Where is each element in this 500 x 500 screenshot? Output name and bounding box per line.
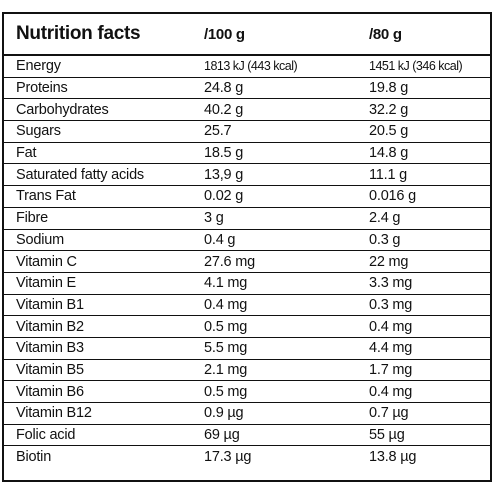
value-per-100g: 0.9 µg <box>202 402 367 425</box>
table-row: Vitamin B1 0.4 mg 0.3 mg <box>4 294 490 317</box>
nutrient-name: Vitamin B2 <box>4 315 202 338</box>
table-row: Energy 1813 kJ (443 kcal) 1451 kJ (346 kca… <box>4 55 490 78</box>
nutrient-name: Fibre <box>4 207 202 230</box>
value-per-100g: 4.1 mg <box>202 272 367 295</box>
value-per-100g: 0.4 mg <box>202 294 367 317</box>
value-per-80g: 0.016 g <box>367 185 490 208</box>
value-per-100g: 2.1 mg <box>202 359 367 382</box>
value-per-80g: 20.5 g <box>367 120 490 143</box>
column-header-per-100g: /100 g <box>202 14 367 56</box>
value-per-100g: 5.5 mg <box>202 337 367 360</box>
value-per-100g: 18.5 g <box>202 142 367 165</box>
value-per-100g: 0.5 mg <box>202 380 367 403</box>
table-row: Saturated fatty acids 13,9 g 11.1 g <box>4 163 490 187</box>
table-row: Trans Fat 0.02 g 0.016 g <box>4 185 490 208</box>
nutrient-name: Trans Fat <box>4 185 202 208</box>
value-per-80g: 0.3 mg <box>367 294 490 317</box>
value-per-100g: 17.3 µg <box>204 448 252 465</box>
table-row: Sugars 25.7 20.5 g <box>4 120 490 143</box>
nutrient-name: Vitamin B6 <box>4 380 202 403</box>
nutrient-name: Biotin <box>16 448 52 465</box>
nutrient-name: Sugars <box>4 120 202 143</box>
value-per-100g: 3 g <box>202 207 367 230</box>
nutrient-name: Fat <box>4 142 202 165</box>
value-per-80g: 0.4 mg <box>367 315 490 338</box>
table-body: Energy 1813 kJ (443 kcal) 1451 kJ (346 kca… <box>4 55 490 467</box>
nutrient-name: Vitamin B12 <box>4 402 202 425</box>
nutrient-name: Sodium <box>4 229 202 252</box>
table-row: Vitamin E 4.1 mg 3.3 mg <box>4 272 490 295</box>
value-per-80g: 14.8 g <box>367 142 490 165</box>
value-per-100g: 0.5 mg <box>202 315 367 338</box>
table-row: Folic acid 69 µg 55 µg <box>4 424 490 447</box>
value-per-80g: 32.2 g <box>367 98 490 122</box>
nutrient-name: Vitamin B3 <box>4 337 202 360</box>
table-row: Vitamin C 27.6 mg 22 mg <box>4 250 490 273</box>
value-per-80g: 4.4 mg <box>367 337 490 360</box>
value-per-100g: 24.8 g <box>202 77 367 100</box>
value-per-100g: 25.7 <box>202 120 367 143</box>
table-row: Fibre 3 g 2.4 g <box>4 207 490 230</box>
value-per-100g: 40.2 g <box>202 98 367 122</box>
table-row: Biotin 17.3 µg 13.8 µg <box>4 446 490 467</box>
table-row: Vitamin B3 5.5 mg 4.4 mg <box>4 337 490 360</box>
value-per-80g: 19.8 g <box>367 77 490 100</box>
nutrient-name: Vitamin C <box>4 250 202 273</box>
table-header-row: Nutrition facts /100 g /80 g <box>4 14 490 56</box>
table-row: Sodium 0.4 g 0.3 g <box>4 229 490 252</box>
value-per-80g: 11.1 g <box>367 163 490 187</box>
nutrient-name: Saturated fatty acids <box>4 163 202 187</box>
table-row: Vitamin B2 0.5 mg 0.4 mg <box>4 315 490 338</box>
nutrient-name: Carbohydrates <box>4 98 202 122</box>
value-per-80g: 55 µg <box>367 424 490 447</box>
value-per-100g: 0.4 g <box>202 229 367 252</box>
value-per-100g: 0.02 g <box>202 185 367 208</box>
nutrient-name: Vitamin E <box>4 272 202 295</box>
value-per-80g: 1451 kJ (346 kcal) <box>367 55 490 78</box>
nutrient-name: Energy <box>4 55 202 78</box>
value-per-100g: 13,9 g <box>202 163 367 187</box>
nutrient-name: Vitamin B5 <box>4 359 202 382</box>
value-per-80g: 0.4 mg <box>367 380 490 403</box>
value-per-80g: 0.3 g <box>367 229 490 252</box>
value-per-100g: 27.6 mg <box>202 250 367 273</box>
value-per-80g: 3.3 mg <box>367 272 490 295</box>
table-row: Proteins 24.8 g 19.8 g <box>4 77 490 100</box>
value-per-80g: 0.7 µg <box>367 402 490 425</box>
value-per-80g: 1.7 mg <box>367 359 490 382</box>
value-per-80g: 13.8 µg <box>369 448 417 465</box>
nutrient-name: Proteins <box>4 77 202 100</box>
table-row: Fat 18.5 g 14.8 g <box>4 142 490 165</box>
value-per-100g: 69 µg <box>202 424 367 447</box>
nutrient-name: Vitamin B1 <box>4 294 202 317</box>
value-per-80g: 2.4 g <box>367 207 490 230</box>
nutrition-table: Nutrition facts /100 g /80 g Energy 1813 … <box>4 14 490 467</box>
table-row: Vitamin B5 2.1 mg 1.7 mg <box>4 359 490 382</box>
table-title: Nutrition facts <box>4 14 202 56</box>
table-row: Vitamin B6 0.5 mg 0.4 mg <box>4 380 490 403</box>
nutrient-name: Folic acid <box>4 424 202 447</box>
table-row: Carbohydrates 40.2 g 32.2 g <box>4 98 490 122</box>
column-header-per-80g: /80 g <box>367 14 490 56</box>
value-per-80g: 22 mg <box>367 250 490 273</box>
table-row: Vitamin B12 0.9 µg 0.7 µg <box>4 402 490 425</box>
nutrition-facts-panel: Nutrition facts /100 g /80 g Energy 1813 … <box>2 12 492 482</box>
value-per-100g: 1813 kJ (443 kcal) <box>202 55 367 78</box>
